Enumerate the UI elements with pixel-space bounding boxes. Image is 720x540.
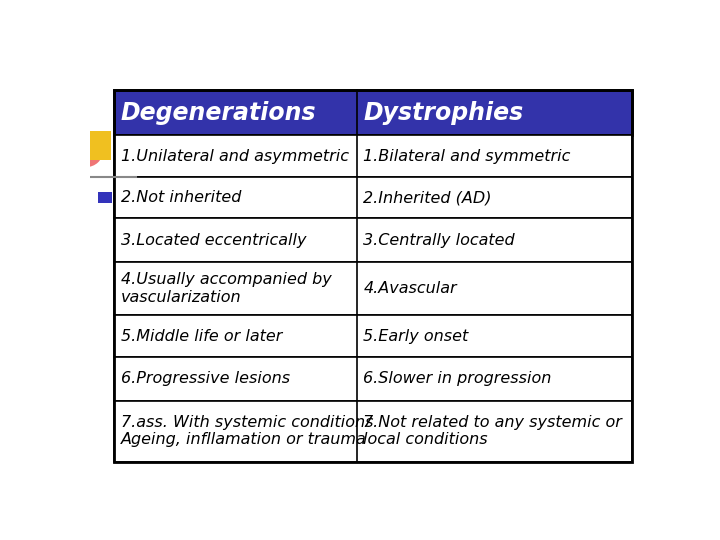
- Bar: [114, 90, 632, 462]
- Text: 1.Bilateral and symmetric: 1.Bilateral and symmetric: [364, 148, 571, 164]
- Bar: [89, 131, 111, 160]
- Ellipse shape: [69, 136, 103, 167]
- Text: 7.ass. With systemic conditions
Ageing, infllamation or trauma: 7.ass. With systemic conditions Ageing, …: [121, 415, 373, 448]
- Text: 6.Slower in progression: 6.Slower in progression: [364, 372, 552, 386]
- Bar: [114, 136, 632, 177]
- Text: 6.Progressive lesions: 6.Progressive lesions: [121, 372, 290, 386]
- Bar: [114, 262, 632, 315]
- Bar: [114, 315, 632, 357]
- Text: 7.Not related to any systemic or
local conditions: 7.Not related to any systemic or local c…: [364, 415, 622, 448]
- Bar: [99, 192, 112, 203]
- Text: Degenerations: Degenerations: [121, 100, 316, 125]
- Text: 4.Usually accompanied by
vascularization: 4.Usually accompanied by vascularization: [121, 273, 331, 305]
- Bar: [114, 177, 632, 218]
- Bar: [114, 401, 632, 462]
- Bar: [114, 357, 632, 401]
- Text: 4.Avascular: 4.Avascular: [364, 281, 457, 296]
- Text: 2.Inherited (AD): 2.Inherited (AD): [364, 190, 492, 205]
- Text: 3.Centrally located: 3.Centrally located: [364, 233, 515, 248]
- Bar: [114, 218, 632, 262]
- Text: 5.Middle life or later: 5.Middle life or later: [121, 329, 282, 343]
- Text: 2.Not inherited: 2.Not inherited: [121, 190, 241, 205]
- Text: 1.Unilateral and asymmetric: 1.Unilateral and asymmetric: [121, 148, 348, 164]
- Text: Dystrophies: Dystrophies: [364, 100, 523, 125]
- Text: 3.Located eccentrically: 3.Located eccentrically: [121, 233, 306, 248]
- Bar: [114, 90, 632, 136]
- Text: 5.Early onset: 5.Early onset: [364, 329, 469, 343]
